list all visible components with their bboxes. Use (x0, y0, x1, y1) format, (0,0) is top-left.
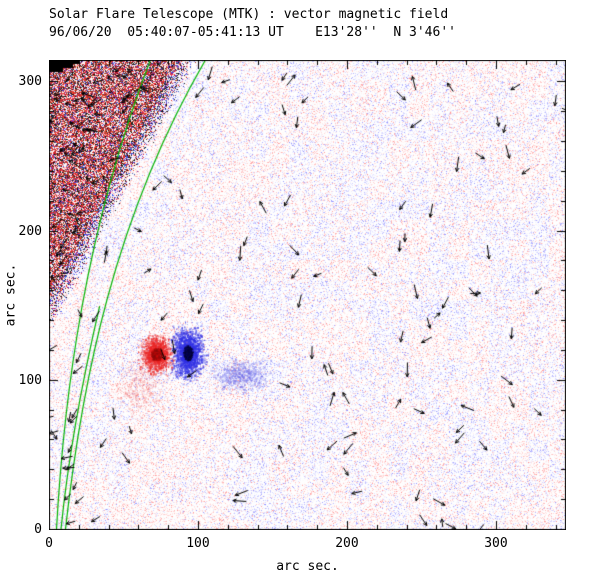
plot-subtitle: 96/06/20 05:40:07-05:41:13 UT E13'28'' N… (49, 25, 456, 40)
magnetogram-canvas (49, 60, 566, 530)
plot-title: Solar Flare Telescope (MTK) : vector mag… (49, 7, 449, 22)
y-tick-label: 0 (34, 522, 42, 537)
x-tick-label: 100 (186, 536, 210, 551)
y-tick-label: 200 (18, 223, 42, 239)
y-tick-label: 300 (18, 74, 42, 90)
y-axis-label: arc sec. (3, 263, 19, 327)
x-tick-label: 300 (484, 536, 508, 551)
x-tick-label: 0 (45, 536, 53, 551)
y-tick-label: 100 (18, 372, 42, 388)
x-tick-label: 200 (335, 536, 359, 551)
x-axis-label: arc sec. (276, 559, 339, 574)
